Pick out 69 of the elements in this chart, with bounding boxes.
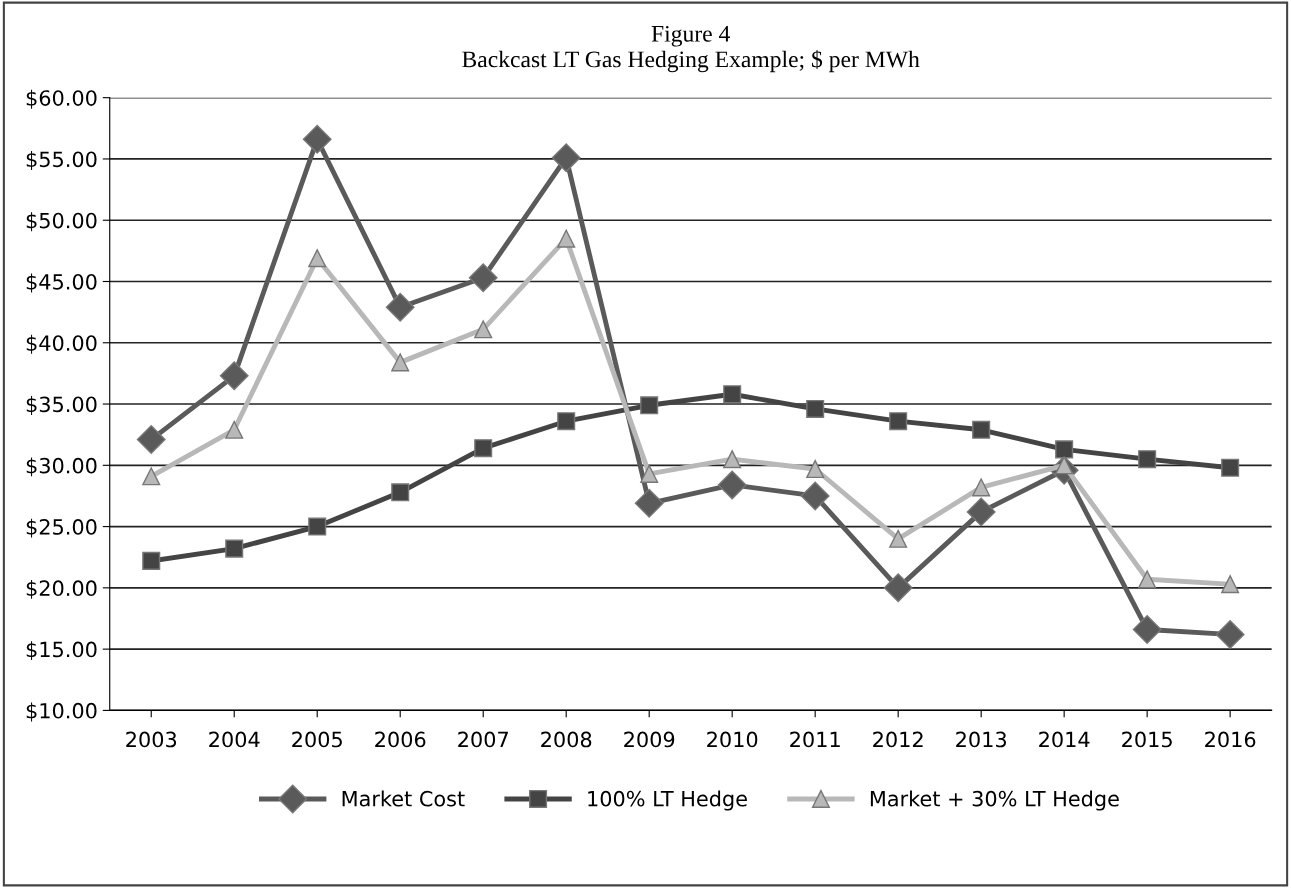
point	[1221, 458, 1240, 477]
point	[225, 420, 244, 439]
point	[806, 399, 825, 418]
point	[640, 396, 659, 415]
point	[889, 412, 908, 431]
point	[634, 488, 664, 518]
y-tick-label: $50.00	[26, 212, 97, 232]
x-tick-label: 2016	[1205, 731, 1256, 748]
point	[225, 539, 244, 558]
x-tick-label: 2010	[707, 731, 758, 748]
y-tick-label: $60.00	[26, 89, 97, 109]
legend-label: Market Cost	[342, 790, 465, 807]
y-tick-label: $30.00	[26, 457, 97, 477]
point	[142, 551, 161, 570]
y-tick-label: $55.00	[26, 151, 97, 170]
point	[391, 353, 410, 372]
point	[308, 249, 327, 268]
point	[308, 517, 327, 536]
y-tick-label: $40.00	[26, 334, 97, 354]
point	[219, 361, 249, 391]
point	[723, 450, 742, 469]
point	[972, 478, 991, 497]
point	[972, 420, 991, 439]
x-tick-label: 2006	[375, 731, 426, 748]
point	[557, 412, 576, 431]
y-tick-label: $35.00	[26, 396, 97, 416]
chart-title: Figure 4 Backcast LT Gas Hedging Example; $ per MWh	[462, 25, 920, 73]
point	[468, 263, 498, 293]
point	[1132, 615, 1162, 644]
point	[1055, 440, 1074, 459]
point	[717, 470, 747, 500]
x-tick-label: 2009	[624, 731, 675, 748]
point	[474, 439, 493, 458]
point	[142, 467, 161, 486]
point	[385, 292, 415, 322]
y-tick-label: $45.00	[26, 273, 97, 293]
point	[800, 481, 830, 511]
x-tick-label: 2004	[209, 731, 260, 748]
point	[1221, 575, 1240, 594]
y-tick-label: $20.00	[26, 579, 97, 599]
point	[640, 464, 659, 483]
point	[889, 529, 908, 548]
point	[723, 385, 742, 404]
point	[883, 573, 913, 603]
point	[136, 425, 166, 455]
point	[1138, 570, 1157, 589]
x-tick-label: 2007	[458, 731, 508, 748]
legend-label: 100% LT Hedge	[588, 790, 747, 811]
legend-label: Market + 30% LT Hedge	[870, 790, 1119, 811]
point	[391, 483, 410, 502]
point	[1215, 619, 1245, 649]
point	[474, 320, 493, 339]
y-tick-label: $15.00	[26, 641, 97, 661]
x-tick-label: 2012	[873, 731, 923, 748]
x-tick-label: 2008	[541, 731, 592, 748]
x-tick-label: 2014	[1039, 731, 1090, 748]
x-tick-label: 2011	[790, 731, 840, 748]
y-tick-label: $25.00	[26, 518, 97, 538]
point	[551, 143, 581, 173]
x-tick-label: 2005	[292, 731, 342, 748]
point	[966, 497, 996, 527]
point	[302, 124, 332, 154]
x-tick-label: 2003	[126, 731, 177, 748]
point	[1138, 450, 1157, 469]
x-tick-label: 2015	[1122, 731, 1172, 748]
point	[806, 459, 825, 479]
x-tick-label: 2013	[956, 731, 1006, 748]
point	[557, 229, 576, 248]
y-tick-label: $10.00	[26, 702, 97, 722]
